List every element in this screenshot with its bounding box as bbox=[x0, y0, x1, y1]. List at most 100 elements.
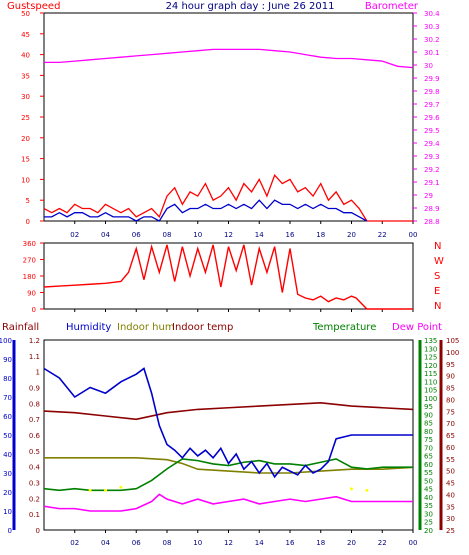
dir-tick-label: 360 bbox=[23, 240, 36, 248]
panel-wind-frame bbox=[43, 12, 414, 222]
temp-tick-label: 105 bbox=[424, 387, 437, 395]
humidity-tick-label: 100 bbox=[0, 337, 12, 345]
gust-tick-label: 10 bbox=[21, 176, 30, 184]
x-tick-label: 16 bbox=[286, 231, 295, 239]
chart-marks: 0510152025303540455028.828.92929.129.229… bbox=[0, 10, 459, 547]
temp-tick-label: 95 bbox=[424, 403, 433, 411]
series-line-barometer bbox=[44, 48, 414, 69]
temp-tick-label: 70 bbox=[424, 444, 433, 452]
baro-tick-label: 29.1 bbox=[424, 179, 440, 187]
gust-tick-label: 0 bbox=[26, 218, 30, 226]
dew-tick-label: 65 bbox=[446, 432, 455, 440]
baro-tick-label: 29.4 bbox=[424, 140, 440, 148]
temp-tick-label: 25 bbox=[424, 519, 433, 527]
baro-tick-label: 30.1 bbox=[424, 49, 440, 57]
dew-point-label: Dew Point bbox=[392, 322, 442, 333]
x-tick-label: 04 bbox=[101, 231, 110, 239]
rain-tick-label: 0.1 bbox=[29, 511, 40, 519]
rainfall-point bbox=[88, 488, 92, 492]
x-tick-label: 12 bbox=[224, 231, 233, 239]
baro-tick-label: 29.6 bbox=[424, 114, 440, 122]
gust-tick-label: 15 bbox=[21, 156, 30, 164]
series-line-windspeed bbox=[44, 199, 368, 222]
rain-tick-label: 1 bbox=[36, 369, 40, 377]
temp-tick-label: 135 bbox=[424, 337, 437, 345]
temp-tick-label: 50 bbox=[424, 477, 433, 485]
x-tick-label: 22 bbox=[378, 231, 387, 239]
temp-tick-label: 40 bbox=[424, 494, 433, 502]
series-line-dew-point bbox=[43, 493, 413, 512]
x-tick-label: 02 bbox=[70, 539, 79, 547]
humidity-tick-label: 80 bbox=[3, 375, 12, 383]
dew-tick-label: 40 bbox=[446, 491, 455, 499]
baro-tick-label: 29.3 bbox=[424, 153, 440, 161]
temp-tick-label: 110 bbox=[424, 378, 437, 386]
compass-label: S bbox=[434, 271, 440, 282]
temp-tick-label: 115 bbox=[424, 370, 437, 378]
dew-tick-label: 50 bbox=[446, 468, 455, 476]
humidity-tick-label: 10 bbox=[3, 508, 12, 516]
rain-tick-label: 0.8 bbox=[29, 400, 40, 408]
rainfall-label: Rainfall bbox=[2, 322, 39, 333]
x-tick-label: 18 bbox=[316, 539, 325, 547]
rain-tick-label: 0.3 bbox=[29, 480, 40, 488]
x-tick-label: 02 bbox=[70, 231, 79, 239]
dew-tick-label: 105 bbox=[446, 337, 459, 345]
x-tick-label: 18 bbox=[316, 231, 325, 239]
baro-tick-label: 28.9 bbox=[424, 205, 440, 213]
dew-tick-label: 75 bbox=[446, 408, 455, 416]
dir-tick-label: 270 bbox=[23, 257, 36, 265]
rain-tick-label: 1.2 bbox=[29, 337, 40, 345]
rainfall-point bbox=[350, 487, 353, 491]
x-tick-label: 22 bbox=[378, 539, 387, 547]
dew-tick-label: 95 bbox=[446, 361, 455, 369]
rainfall-point bbox=[104, 488, 107, 492]
gust-tick-label: 5 bbox=[26, 197, 30, 205]
dir-tick-label: 0 bbox=[32, 306, 36, 314]
baro-tick-label: 29.8 bbox=[424, 88, 440, 96]
x-tick-label: 12 bbox=[224, 539, 233, 547]
temp-tick-label: 90 bbox=[424, 411, 433, 419]
dew-tick-label: 45 bbox=[446, 480, 455, 488]
temp-tick-label: 125 bbox=[424, 354, 437, 362]
compass-label: E bbox=[434, 286, 440, 297]
baro-tick-label: 29.2 bbox=[424, 166, 440, 174]
temp-tick-label: 20 bbox=[424, 527, 433, 535]
x-tick-label: 08 bbox=[163, 539, 172, 547]
compass-label: N bbox=[434, 241, 441, 252]
dew-tick-label: 85 bbox=[446, 385, 455, 393]
gust-tick-label: 20 bbox=[21, 135, 30, 143]
dew-tick-label: 70 bbox=[446, 420, 455, 428]
indoor-temp-label: Indoor temp bbox=[172, 322, 233, 333]
chart-title: 24 hour graph day : June 26 2011 bbox=[166, 1, 335, 12]
temp-tick-label: 30 bbox=[424, 510, 433, 518]
humidity-tick-label: 70 bbox=[3, 394, 12, 402]
series-line-wind-direction bbox=[43, 243, 413, 310]
gust-tick-label: 45 bbox=[21, 31, 30, 39]
series-line-gustspeed bbox=[43, 174, 413, 222]
x-tick-label: 10 bbox=[193, 231, 202, 239]
series-line-indoor-hum bbox=[44, 456, 414, 474]
gust-tick-label: 25 bbox=[21, 114, 30, 122]
rain-tick-label: 0.4 bbox=[29, 464, 41, 472]
humidity-tick-label: 30 bbox=[3, 470, 12, 478]
series-line-temperature bbox=[43, 458, 413, 492]
baro-tick-label: 30 bbox=[424, 62, 433, 70]
temp-tick-label: 75 bbox=[424, 436, 433, 444]
x-tick-label: 04 bbox=[101, 539, 110, 547]
dew-tick-label: 55 bbox=[446, 456, 455, 464]
baro-tick-label: 30.3 bbox=[424, 23, 440, 31]
rain-tick-label: 0 bbox=[36, 527, 40, 535]
x-tick-label: 06 bbox=[132, 539, 141, 547]
dew-tick-label: 80 bbox=[446, 396, 455, 404]
baro-tick-label: 29.7 bbox=[424, 101, 440, 109]
x-tick-label: 16 bbox=[286, 539, 295, 547]
baro-tick-label: 29.9 bbox=[424, 75, 440, 83]
baro-tick-label: 30.4 bbox=[424, 10, 440, 18]
series-line-humidity bbox=[43, 367, 413, 479]
rain-tick-label: 0.9 bbox=[29, 385, 40, 393]
dir-tick-label: 90 bbox=[27, 290, 36, 298]
barometer-label: Barometer bbox=[365, 1, 419, 12]
rain-tick-label: 0.2 bbox=[29, 495, 40, 503]
temperature-label: Temperature bbox=[312, 322, 376, 333]
